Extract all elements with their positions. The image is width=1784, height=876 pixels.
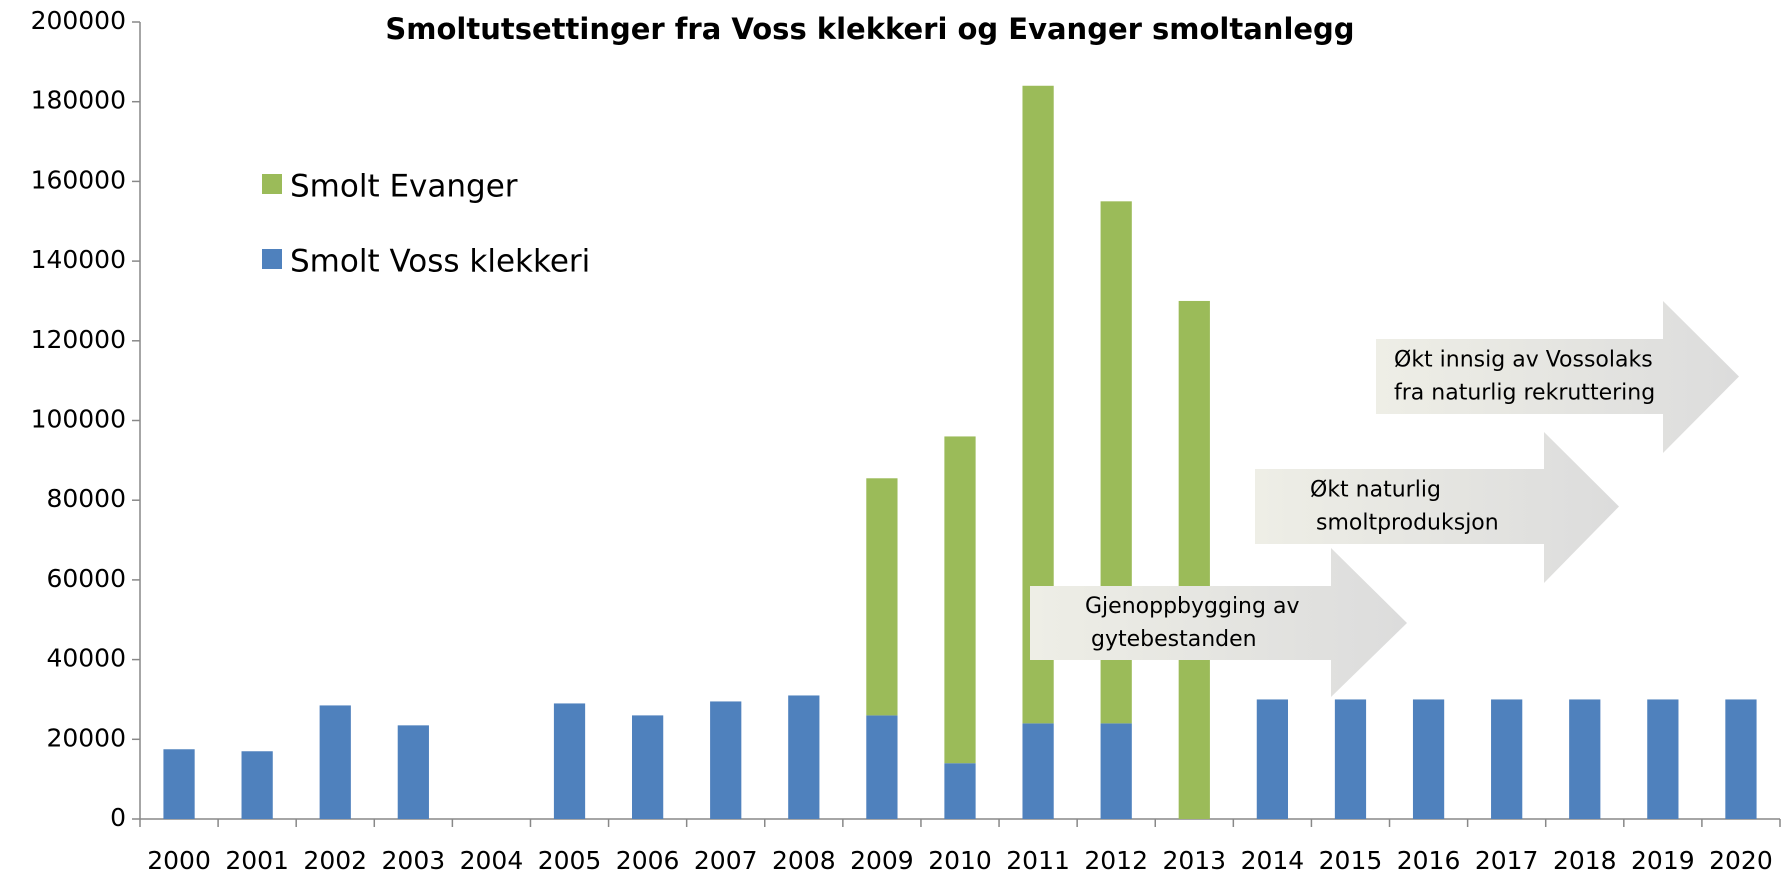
annotation-text: Økt naturlig [1310, 478, 1441, 503]
bar-segment [1256, 699, 1288, 819]
x-tick-label: 2002 [303, 846, 367, 875]
x-tick-label: 2011 [1006, 846, 1070, 875]
x-tick-label: 2003 [382, 846, 446, 875]
x-tick-label: 2019 [1631, 846, 1695, 875]
bar-segment [1491, 699, 1523, 819]
x-tick-label: 2008 [772, 846, 836, 875]
y-tick-label: 20000 [46, 723, 126, 752]
bar-segment [1412, 699, 1445, 819]
y-tick-label: 160000 [31, 165, 126, 194]
bar-segment [1178, 300, 1210, 819]
bar-segment [397, 725, 429, 819]
y-tick-label: 0 [110, 803, 126, 832]
bar-segment [710, 701, 742, 819]
y-tick-label: 80000 [46, 484, 126, 513]
annotation-arrow [1376, 301, 1739, 453]
bar-segment [866, 478, 898, 716]
bar-segment [241, 751, 273, 819]
x-tick-label: 2015 [1319, 846, 1383, 875]
x-tick-label: 2016 [1397, 846, 1461, 875]
bar-segment [944, 763, 976, 819]
x-tick-label: 2000 [147, 846, 211, 875]
annotation-arrow [1030, 548, 1407, 697]
annotation-text: Gjenoppbygging av [1085, 594, 1299, 619]
x-tick-label: 2018 [1553, 846, 1617, 875]
bar-segment [866, 715, 898, 819]
bar-segment [1725, 699, 1757, 819]
x-tick-label: 2010 [928, 846, 992, 875]
legend-swatch [262, 249, 282, 269]
bar-segment [788, 695, 820, 819]
bar-segment [553, 703, 586, 819]
bar-segment [163, 749, 195, 819]
x-tick-label: 2001 [225, 846, 289, 875]
x-tick-label: 2009 [850, 846, 914, 875]
annotation-text: fra naturlig rekruttering [1394, 381, 1655, 406]
bar-segment [1334, 699, 1367, 819]
legend-label: Smolt Voss klekkeri [290, 244, 590, 280]
x-tick-label: 2012 [1084, 846, 1148, 875]
x-tick-label: 2017 [1475, 846, 1539, 875]
x-tick-label: 2006 [616, 846, 680, 875]
bar-segment [1100, 723, 1132, 819]
annotation-text: Økt innsig av Vossolaks [1394, 348, 1653, 373]
y-tick-label: 100000 [31, 405, 126, 434]
chart-title: Smoltutsettinger fra Voss klekkeri og Ev… [385, 12, 1354, 46]
x-tick-label: 2013 [1162, 846, 1226, 875]
annotation-text: gytebestanden [1091, 627, 1257, 652]
legend-label: Smolt Evanger [290, 169, 518, 205]
bar-segment [944, 436, 976, 764]
y-tick-label: 200000 [31, 6, 126, 35]
y-tick-label: 120000 [31, 325, 126, 354]
y-tick-label: 140000 [31, 245, 126, 274]
annotation-arrow [1255, 432, 1619, 583]
annotation-text: smoltproduksjon [1316, 511, 1499, 536]
bar-segment [1022, 723, 1054, 819]
y-tick-label: 180000 [31, 86, 126, 115]
bar-segment [1647, 699, 1679, 819]
x-tick-label: 2014 [1241, 846, 1305, 875]
bar-segment [319, 705, 351, 819]
y-tick-label: 60000 [46, 564, 126, 593]
legend-swatch [262, 174, 282, 194]
bar-segment [632, 715, 664, 819]
bar-segment [1569, 699, 1601, 819]
x-tick-label: 2007 [694, 846, 758, 875]
x-tick-label: 2020 [1709, 846, 1773, 875]
y-tick-label: 40000 [46, 644, 126, 673]
x-tick-label: 2005 [538, 846, 602, 875]
x-tick-label: 2004 [460, 846, 524, 875]
